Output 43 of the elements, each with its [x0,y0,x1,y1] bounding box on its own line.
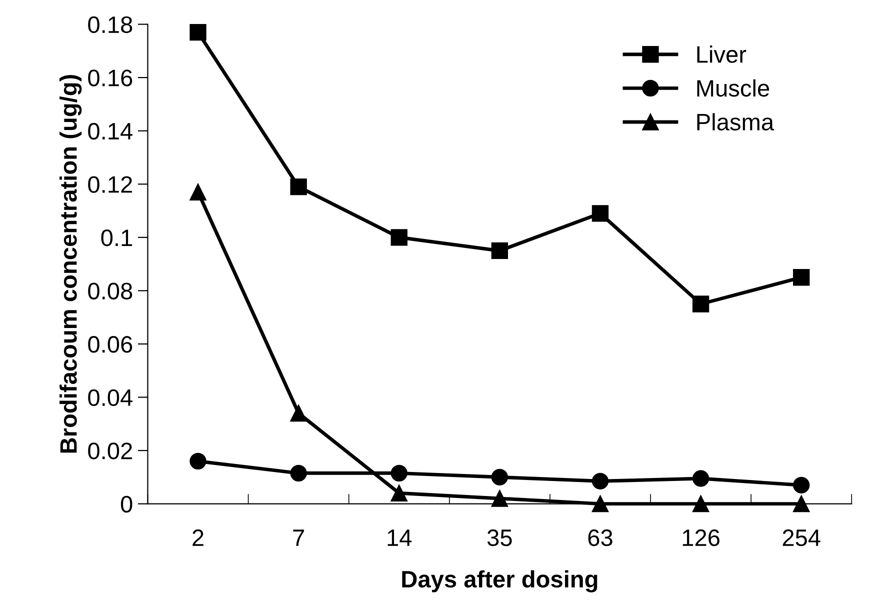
point [491,242,508,260]
y-tick-label: 0.06 [88,336,132,353]
y-tick-label: 0.16 [88,70,132,86]
y-tick-label: 0.1 [101,229,132,246]
x-tick-label: 35 [487,529,512,546]
point [793,269,810,286]
point [390,464,408,482]
y-tick-label: 0.04 [88,389,132,406]
y-tick-label: 0 [120,496,132,513]
x-tick-label: 7 [293,530,304,546]
point [491,468,508,486]
legend-label: Liver [697,46,746,63]
y-tick-label: 0.18 [88,16,132,34]
point [692,495,710,512]
y-tick-label: 0.14 [88,122,132,140]
point [190,452,206,470]
point [190,184,206,200]
point [793,476,810,494]
point [390,229,408,246]
y-axis-title: Brodifacoum concentration (ug/g) [60,75,82,453]
x-tick-label: 126 [682,529,720,546]
y-tick-label: 0.08 [88,282,132,300]
point [793,495,810,512]
point [592,205,609,222]
point [190,24,206,41]
legend-label: Muscle [697,79,770,97]
legend-label: Plasma [697,113,774,131]
x-tick-label: 63 [588,529,612,546]
point [290,178,307,196]
x-tick-label: 254 [782,529,820,546]
point [290,464,307,482]
x-axis-title: Days after dosing [402,570,598,592]
y-tick-label: 0.12 [88,176,132,193]
x-tick-label: 14 [388,530,412,546]
point [692,470,710,487]
point [290,404,307,422]
point [592,495,609,512]
y-tick-label: 0.02 [88,442,132,460]
x-tick-label: 2 [192,529,204,546]
point [592,472,609,490]
point [491,490,508,507]
point [390,484,408,502]
point [692,296,710,312]
